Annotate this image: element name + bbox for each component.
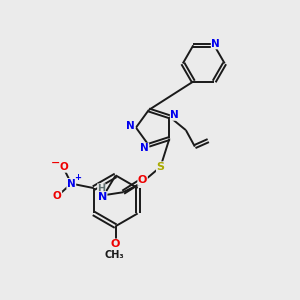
Text: N: N	[211, 39, 220, 49]
Text: N: N	[98, 192, 107, 202]
Text: O: O	[53, 191, 62, 201]
Text: O: O	[111, 239, 120, 249]
Text: −: −	[51, 158, 60, 168]
Text: N: N	[140, 143, 149, 153]
Text: O: O	[138, 175, 147, 185]
Text: O: O	[59, 162, 68, 172]
Text: CH₃: CH₃	[104, 250, 124, 260]
Text: N: N	[67, 178, 76, 189]
Text: N: N	[126, 121, 135, 131]
Text: N: N	[170, 110, 179, 120]
Text: +: +	[74, 173, 81, 182]
Text: H: H	[97, 184, 105, 194]
Text: S: S	[157, 162, 164, 172]
